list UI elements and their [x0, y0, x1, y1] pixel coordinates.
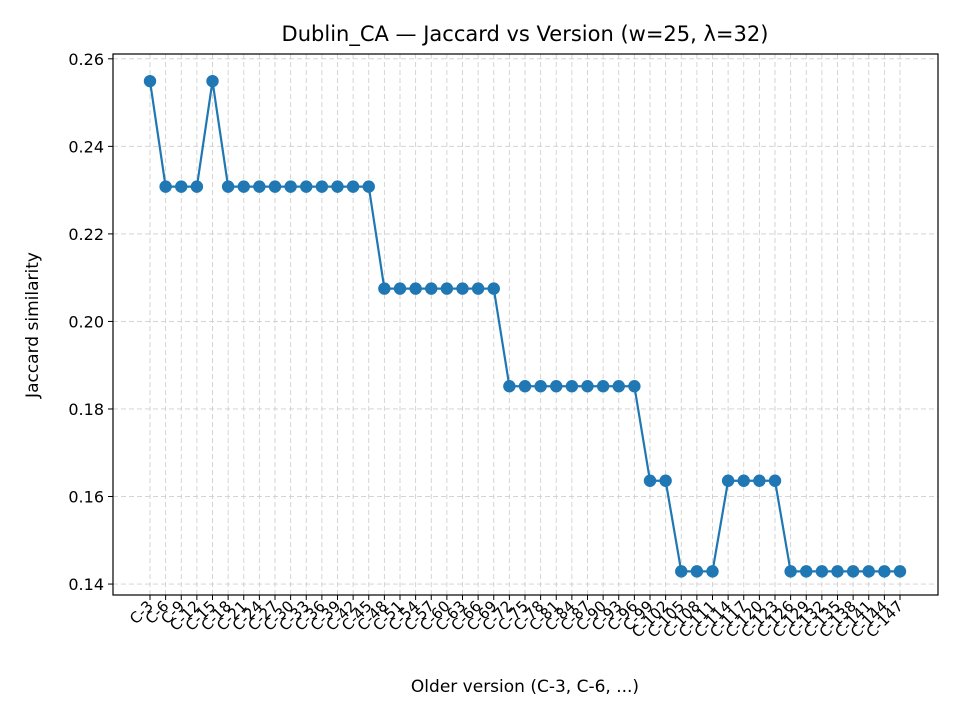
data-point: [206, 74, 219, 88]
data-point: [721, 474, 735, 487]
y-tick-label: 0.22: [68, 225, 104, 244]
data-point: [831, 565, 844, 578]
data-point: [159, 180, 172, 193]
data-point: [659, 474, 672, 487]
data-point: [628, 380, 641, 393]
chart-title: Dublin_CA — Jaccard vs Version (w=25, λ=…: [282, 22, 769, 47]
data-point: [737, 474, 750, 487]
data-point: [800, 565, 813, 578]
data-point: [596, 380, 610, 393]
data-point: [409, 282, 422, 295]
data-point: [768, 474, 782, 487]
data-point: [471, 282, 485, 295]
data-point: [456, 282, 469, 295]
data-point: [690, 565, 704, 578]
data-point: [331, 180, 344, 193]
data-point: [518, 380, 532, 393]
data-point: [846, 565, 860, 578]
data-point: [393, 282, 407, 295]
data-point: [175, 180, 188, 193]
data-point: [237, 180, 250, 193]
data-point: [815, 565, 829, 578]
data-point: [862, 565, 875, 578]
data-point: [784, 565, 797, 578]
data-point: [362, 180, 375, 193]
y-tick-label: 0.14: [68, 575, 104, 594]
plot-area-frame: [112, 53, 939, 596]
data-point: [675, 565, 688, 578]
x-axis-label: Older version (C-3, C-6, ...): [411, 677, 639, 697]
series-group: [143, 74, 907, 578]
x-axis: C-3C-6C-9C-12C-15C-18C-21C-24C-27C-30C-3…: [126, 595, 907, 641]
grid: [113, 54, 938, 595]
data-point: [221, 180, 235, 193]
data-point: [753, 474, 766, 487]
y-tick-label: 0.20: [68, 312, 104, 331]
data-point: [315, 180, 329, 193]
y-tick-label: 0.26: [68, 50, 104, 69]
data-point: [378, 282, 391, 295]
data-point: [503, 380, 516, 393]
data-point: [534, 380, 547, 393]
y-tick-label: 0.18: [68, 400, 104, 419]
y-tick-label: 0.16: [68, 488, 104, 507]
y-axis: 0.14 0.16 0.18 0.20 0.22 0.24 0.26: [68, 50, 113, 594]
data-point: [425, 282, 438, 295]
data-point: [550, 380, 563, 393]
data-point: [581, 380, 594, 393]
data-point: [268, 180, 282, 193]
data-point: [706, 565, 719, 578]
data-point: [893, 565, 907, 578]
data-point: [253, 180, 266, 193]
data-point: [190, 180, 204, 193]
data-point: [440, 282, 454, 295]
y-axis-label: Jaccard similarity: [23, 252, 43, 399]
data-point: [284, 180, 297, 193]
data-point: [487, 282, 500, 295]
data-point: [643, 474, 657, 487]
data-point: [565, 380, 579, 393]
y-tick-label: 0.24: [68, 137, 104, 156]
data-point: [300, 180, 313, 193]
data-point: [612, 380, 625, 393]
data-point: [878, 565, 891, 578]
data-point: [143, 74, 157, 88]
data-point: [346, 180, 360, 193]
